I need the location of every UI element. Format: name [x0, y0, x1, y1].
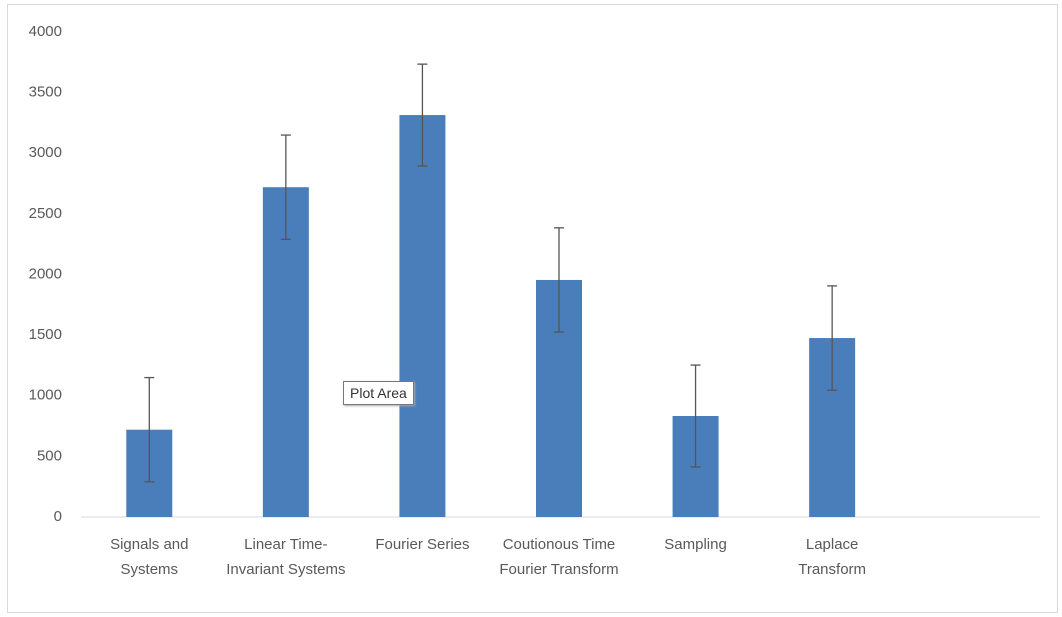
chart-border — [7, 4, 1058, 613]
y-tick-label: 0 — [54, 508, 62, 525]
y-tick-label: 3500 — [29, 84, 62, 101]
y-tick-label: 3000 — [29, 144, 62, 161]
x-tick-label: Signals and Systems — [110, 536, 189, 578]
y-tick-label: 1000 — [29, 387, 62, 404]
x-tick-label: Coutionous Time Fourier Transform — [499, 536, 619, 578]
x-tick-label: Fourier Series — [375, 536, 470, 553]
bar — [262, 187, 309, 517]
tooltip: Plot Area — [343, 381, 414, 405]
x-tick-label: Laplace Transform — [798, 536, 867, 578]
x-tick-label: Linear Time-Invariant Systems — [226, 536, 346, 578]
y-tick-label: 500 — [37, 447, 62, 464]
y-tick-label: 4000 — [29, 23, 62, 40]
y-tick-label: 2500 — [29, 205, 62, 222]
y-tick-label: 2000 — [29, 265, 62, 282]
y-tick-label: 1500 — [29, 326, 62, 343]
x-tick-label: Sampling — [664, 536, 727, 553]
bar — [399, 115, 446, 518]
